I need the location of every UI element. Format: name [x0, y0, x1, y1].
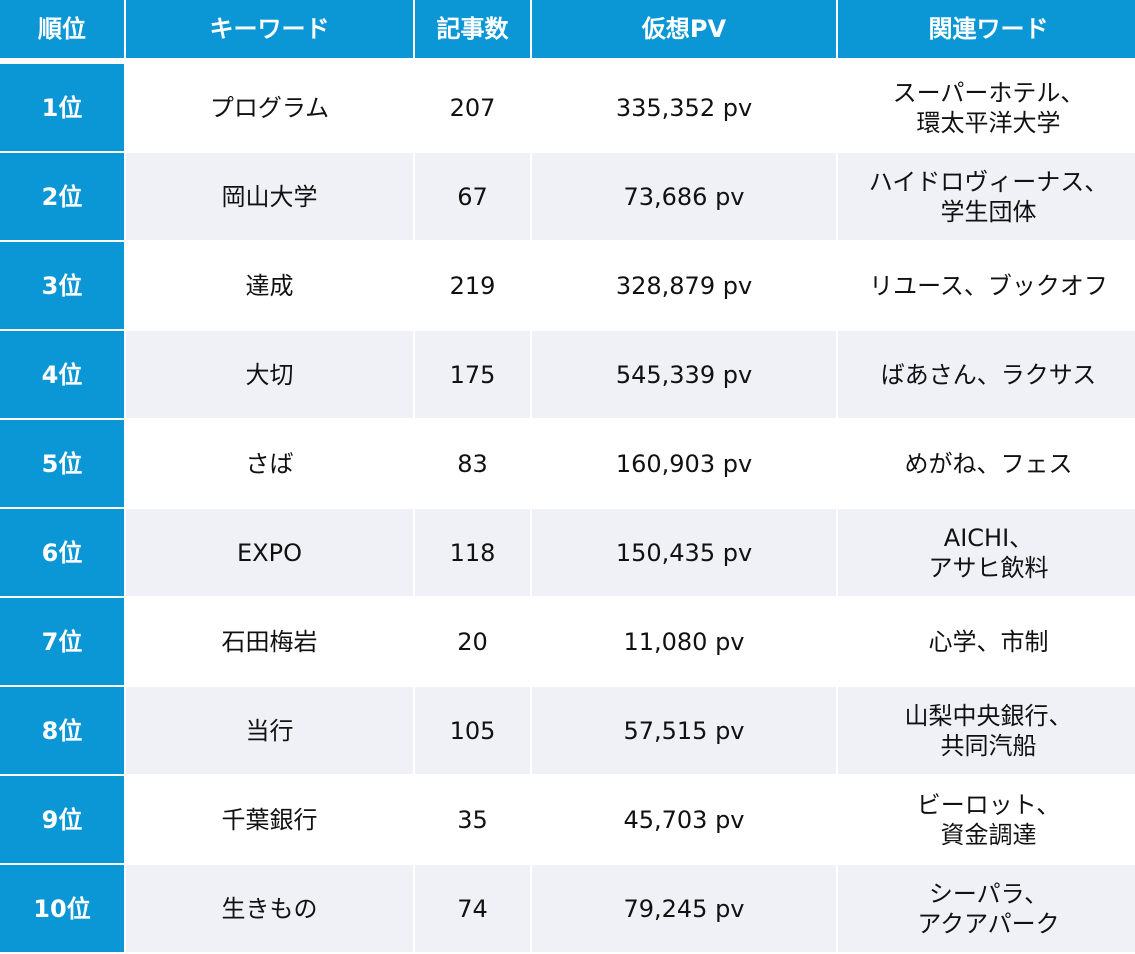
articles-cell: 105 [415, 687, 530, 776]
header-keyword: キーワード [126, 0, 413, 58]
related-cell: 心学、市制 [838, 598, 1135, 687]
articles-cell: 35 [415, 776, 530, 865]
related-cell: ばあさん、ラクサス [838, 331, 1135, 420]
keyword-cell: 達成 [126, 242, 413, 331]
keyword-cell: 千葉銀行 [126, 776, 413, 865]
rank-cell: 2位 [0, 153, 124, 242]
pv-cell: 79,245 pv [532, 865, 836, 954]
header-articles: 記事数 [415, 0, 530, 58]
keyword-cell: 当行 [126, 687, 413, 776]
articles-cell: 175 [415, 331, 530, 420]
rank-cell: 10位 [0, 865, 124, 954]
pv-cell: 45,703 pv [532, 776, 836, 865]
header-pv: 仮想PV [532, 0, 836, 58]
related-cell: リユース、ブックオフ [838, 242, 1135, 331]
rank-cell: 7位 [0, 598, 124, 687]
related-cell: スーパーホテル、 環太平洋大学 [838, 64, 1135, 153]
related-cell: めがね、フェス [838, 420, 1135, 509]
pv-cell: 57,515 pv [532, 687, 836, 776]
related-cell: 山梨中央銀行、 共同汽船 [838, 687, 1135, 776]
rank-cell: 4位 [0, 331, 124, 420]
keyword-cell: 石田梅岩 [126, 598, 413, 687]
related-cell: AICHI、 アサヒ飲料 [838, 509, 1135, 598]
pv-cell: 335,352 pv [532, 64, 836, 153]
related-cell: シーパラ、 アクアパーク [838, 865, 1135, 954]
pv-cell: 11,080 pv [532, 598, 836, 687]
keyword-cell: さば [126, 420, 413, 509]
keyword-cell: 岡山大学 [126, 153, 413, 242]
articles-cell: 118 [415, 509, 530, 598]
rank-cell: 9位 [0, 776, 124, 865]
rank-cell: 1位 [0, 64, 124, 153]
rank-cell: 8位 [0, 687, 124, 776]
keyword-cell: 大切 [126, 331, 413, 420]
keyword-cell: EXPO [126, 509, 413, 598]
header-related: 関連ワード [838, 0, 1135, 58]
articles-cell: 67 [415, 153, 530, 242]
related-cell: ビーロット、 資金調達 [838, 776, 1135, 865]
pv-cell: 328,879 pv [532, 242, 836, 331]
articles-cell: 207 [415, 64, 530, 153]
rank-cell: 3位 [0, 242, 124, 331]
articles-cell: 74 [415, 865, 530, 954]
pv-cell: 73,686 pv [532, 153, 836, 242]
header-rank: 順位 [0, 0, 124, 58]
rank-cell: 5位 [0, 420, 124, 509]
pv-cell: 545,339 pv [532, 331, 836, 420]
pv-cell: 160,903 pv [532, 420, 836, 509]
pv-cell: 150,435 pv [532, 509, 836, 598]
articles-cell: 83 [415, 420, 530, 509]
keyword-cell: プログラム [126, 64, 413, 153]
rank-cell: 6位 [0, 509, 124, 598]
articles-cell: 20 [415, 598, 530, 687]
keyword-cell: 生きもの [126, 865, 413, 954]
articles-cell: 219 [415, 242, 530, 331]
related-cell: ハイドロヴィーナス、 学生団体 [838, 153, 1135, 242]
